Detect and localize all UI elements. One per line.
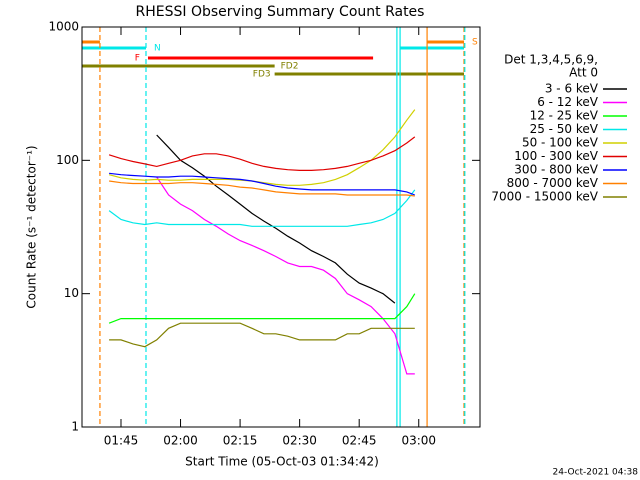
legend-label: 25 - 50 keV	[530, 122, 599, 136]
series-line	[156, 134, 396, 304]
flag-label: F	[135, 54, 140, 64]
series-line	[108, 109, 416, 186]
series-line	[156, 176, 415, 375]
x-tick-label: 02:00	[163, 434, 198, 448]
series-line	[108, 189, 416, 227]
flag-label: N	[154, 44, 161, 54]
flag-label: FD3	[253, 70, 271, 80]
legend-title: Att 0	[569, 66, 598, 80]
y-tick-label: 100	[56, 153, 79, 167]
legend-label: 7000 - 15000 keV	[491, 190, 598, 204]
y-tick-label: 1	[71, 420, 79, 434]
y-axis-label: Count Rate (s⁻¹ detector⁻¹)	[25, 145, 39, 308]
x-tick-label: 02:15	[223, 434, 258, 448]
legend-title: Det 1,3,4,5,6,9,	[504, 53, 598, 67]
legend-label: 12 - 25 keV	[530, 109, 599, 123]
series-line	[108, 136, 416, 171]
series-line	[108, 293, 416, 324]
legend-label: 800 - 7000 keV	[507, 176, 599, 190]
x-axis-label: Start Time (05-Oct-03 01:34:42)	[185, 455, 379, 469]
legend-label: 100 - 300 keV	[514, 149, 598, 163]
series-line	[109, 172, 416, 196]
x-tick-label: 02:45	[342, 434, 377, 448]
x-tick-label: 03:00	[401, 434, 436, 448]
flag-label: S	[472, 38, 478, 48]
chart-title: RHESSI Observing Summary Count Rates	[136, 4, 425, 20]
flag-label: FD2	[281, 62, 299, 72]
x-tick-label: 02:30	[282, 434, 317, 448]
legend-label: 50 - 100 keV	[522, 136, 599, 150]
x-tick-label: 01:45	[104, 434, 139, 448]
series-line	[109, 322, 415, 348]
footer: 24-Oct-2021 04:38	[553, 468, 639, 478]
series-line	[109, 180, 415, 197]
plot-frame	[81, 26, 481, 428]
legend-label: 6 - 12 keV	[537, 95, 599, 109]
legend-label: 3 - 6 keV	[545, 82, 599, 96]
y-tick-label: 1000	[48, 20, 79, 34]
legend-label: 300 - 800 keV	[514, 163, 598, 177]
y-tick-label: 10	[64, 286, 79, 300]
